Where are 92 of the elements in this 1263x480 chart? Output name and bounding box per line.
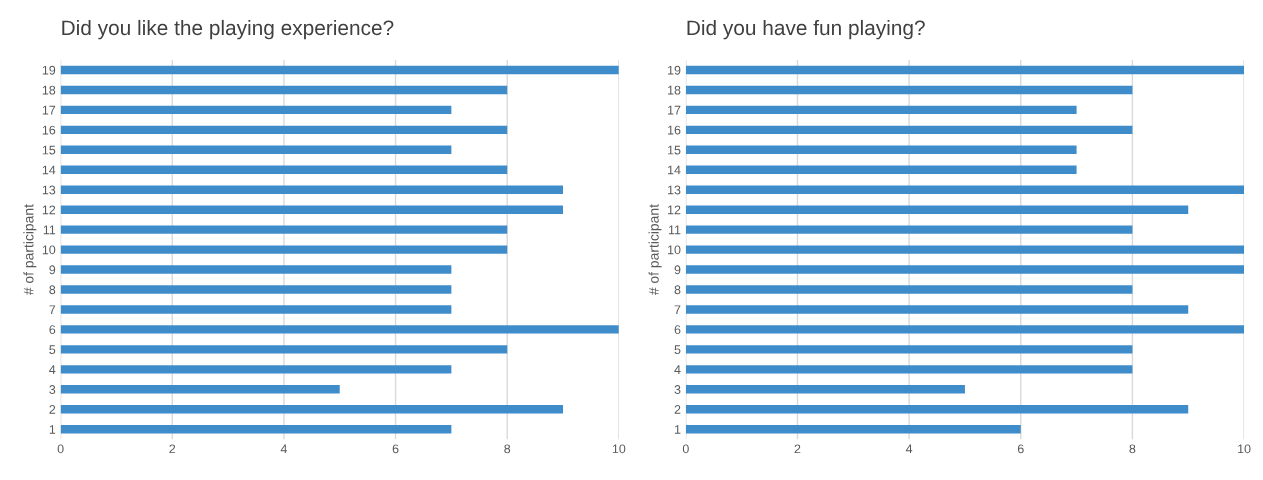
x-tick-label: 2 bbox=[169, 444, 176, 454]
y-tick-label: 18 bbox=[668, 85, 681, 95]
y-tick-label: 8 bbox=[49, 285, 56, 295]
y-tick-label: 8 bbox=[674, 285, 681, 295]
x-tick-label: 6 bbox=[392, 444, 399, 454]
y-tick-label: 3 bbox=[674, 385, 681, 394]
bar bbox=[685, 245, 1245, 254]
x-tick-label: 6 bbox=[1017, 444, 1024, 454]
y-tick-label: 9 bbox=[49, 265, 56, 275]
y-tick-label: 10 bbox=[668, 245, 681, 255]
x-tick-label: 10 bbox=[1238, 444, 1251, 454]
y-tick-label: 16 bbox=[668, 125, 681, 135]
bar bbox=[60, 105, 452, 115]
bar bbox=[60, 245, 508, 254]
bar bbox=[60, 305, 452, 314]
y-tick-label: 13 bbox=[42, 185, 56, 195]
y-tick-label: 17 bbox=[42, 105, 56, 115]
bar bbox=[685, 365, 1133, 374]
x-tick-label: 4 bbox=[905, 444, 913, 454]
y-tick-label: 15 bbox=[668, 145, 681, 155]
chart-title: Did you like the playing experience? bbox=[62, 19, 394, 40]
y-tick-label: 17 bbox=[668, 105, 681, 115]
bar bbox=[60, 285, 452, 294]
bar bbox=[685, 85, 1133, 95]
x-tick-label: 2 bbox=[794, 444, 801, 454]
y-tick-label: 13 bbox=[668, 185, 681, 195]
bar bbox=[60, 145, 452, 154]
x-tick-label: 8 bbox=[1129, 444, 1136, 454]
y-tick-label: 6 bbox=[49, 325, 56, 335]
bar bbox=[685, 345, 1133, 354]
bar bbox=[685, 405, 1189, 414]
y-tick-label: 4 bbox=[674, 365, 681, 374]
bar bbox=[60, 85, 508, 95]
bar bbox=[60, 65, 619, 75]
x-tick-label: 10 bbox=[612, 444, 626, 454]
bar bbox=[60, 265, 452, 274]
y-tick-label: 14 bbox=[668, 165, 681, 175]
y-tick-label: 1 bbox=[674, 425, 681, 434]
y-tick-label: 2 bbox=[674, 405, 681, 414]
y-tick-label: 11 bbox=[668, 225, 681, 235]
y-tick-label: 4 bbox=[49, 365, 56, 374]
y-tick-label: 7 bbox=[49, 305, 56, 314]
bar bbox=[685, 145, 1077, 154]
bar bbox=[60, 205, 564, 214]
x-tick-label: 4 bbox=[280, 444, 288, 454]
y-tick-label: 14 bbox=[42, 165, 56, 175]
y-tick-label: 19 bbox=[668, 65, 681, 75]
bar bbox=[60, 185, 564, 194]
bar bbox=[60, 405, 564, 414]
bar bbox=[685, 105, 1077, 115]
y-tick-label: 9 bbox=[674, 265, 681, 275]
x-tick-label: 0 bbox=[682, 444, 689, 454]
y-axis-title: # of participant bbox=[648, 204, 662, 296]
y-tick-label: 12 bbox=[42, 205, 56, 215]
y-tick-label: 11 bbox=[43, 225, 56, 235]
y-tick-label: 18 bbox=[42, 85, 56, 95]
bar bbox=[685, 185, 1245, 194]
y-tick-label: 7 bbox=[674, 305, 681, 314]
y-tick-label: 6 bbox=[674, 325, 681, 335]
bar bbox=[685, 305, 1189, 314]
chart-title: Did you have fun playing? bbox=[687, 19, 925, 40]
bar bbox=[60, 365, 452, 374]
y-tick-label: 16 bbox=[42, 125, 56, 135]
bar bbox=[685, 205, 1189, 214]
bar bbox=[60, 225, 508, 234]
bar bbox=[685, 165, 1077, 174]
bar bbox=[60, 125, 508, 135]
y-axis-title: # of participant bbox=[23, 204, 37, 296]
x-tick-label: 0 bbox=[57, 444, 64, 454]
y-tick-label: 5 bbox=[49, 345, 56, 355]
y-tick-label: 1 bbox=[49, 425, 56, 434]
bar bbox=[60, 425, 452, 434]
y-tick-label: 2 bbox=[49, 405, 56, 414]
bar bbox=[60, 325, 619, 334]
bar bbox=[685, 225, 1133, 234]
bar bbox=[685, 65, 1245, 75]
bar bbox=[60, 385, 340, 394]
bar bbox=[685, 385, 965, 394]
bar bbox=[685, 265, 1245, 274]
y-tick-label: 15 bbox=[42, 145, 56, 155]
bar bbox=[685, 285, 1133, 294]
bar bbox=[60, 345, 508, 354]
y-tick-label: 5 bbox=[674, 345, 681, 355]
x-tick-label: 8 bbox=[504, 444, 511, 454]
y-tick-label: 3 bbox=[49, 385, 56, 394]
bar bbox=[685, 425, 1021, 434]
y-tick-label: 12 bbox=[668, 205, 681, 215]
bar bbox=[60, 165, 508, 174]
y-tick-label: 10 bbox=[42, 245, 56, 255]
bar bbox=[685, 325, 1245, 334]
y-tick-label: 19 bbox=[42, 65, 56, 75]
bar bbox=[685, 125, 1133, 135]
